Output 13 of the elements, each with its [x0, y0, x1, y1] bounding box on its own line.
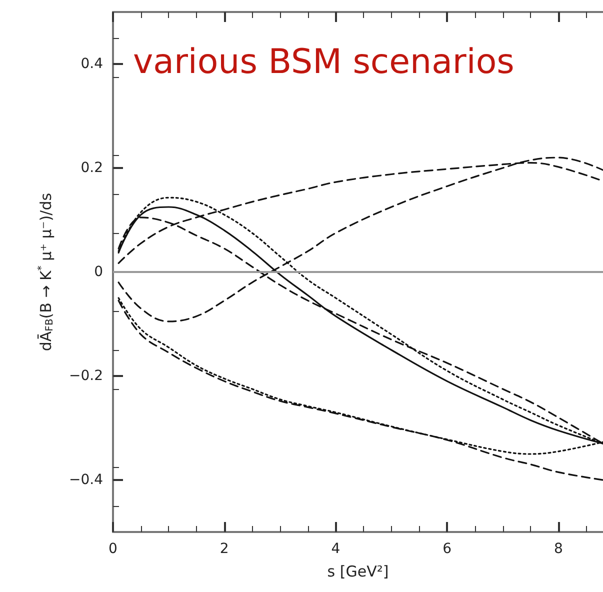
- x-tick-label: 0: [108, 541, 118, 557]
- y-tick-label: 0: [94, 264, 103, 280]
- x-tick-label: 8: [554, 541, 563, 557]
- x-tick-label: 2: [220, 541, 229, 557]
- x-tick-label: 4: [331, 541, 340, 557]
- y-axis-title: dĀFB(B → K* μ⁺ μ⁻)/ds: [36, 192, 56, 352]
- y-tick-label: −0.2: [69, 368, 103, 384]
- y-tick-label: −0.4: [69, 472, 104, 488]
- text: various BSM scenarios: [133, 42, 514, 82]
- x-tick-label: 6: [442, 541, 452, 557]
- x-axis-title: s [GeV²]: [327, 562, 389, 580]
- y-tick-label: 0.4: [80, 56, 104, 72]
- y-tick-label: 0.2: [80, 160, 103, 176]
